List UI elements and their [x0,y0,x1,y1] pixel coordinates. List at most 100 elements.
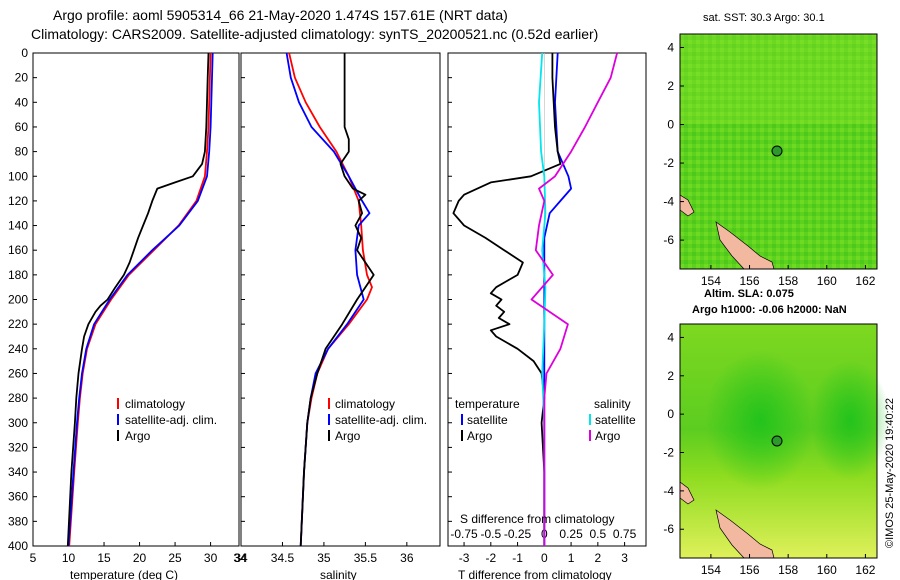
map-x-tick-label: 158 [778,563,798,577]
x-tick-label: 30 [204,551,218,565]
legend-argo-label: Argo [335,429,361,443]
y-tick-label: 300 [8,416,28,430]
difference-legend-temperature: temperature satellite Argo [455,397,520,443]
x-tick-label: 2 [594,551,601,565]
map-y-tick-label: 0 [667,118,674,132]
salinity-plot: 34 34.5 35 35.5 36 [234,52,414,565]
legend-climatology-label: climatology [125,397,185,411]
map-y-tick-label: 2 [667,79,674,93]
legend-satellite-swatch [328,414,330,425]
series-line-climatology [68,52,212,547]
figure-title-line2: Climatology: CARS2009. Satellite-adjuste… [31,26,598,42]
map-y-tick-label: -6 [663,233,674,247]
map-x-tick-label: 156 [740,274,760,288]
y-tick-label: 40 [15,95,29,109]
series-line-t-satellite [543,52,572,546]
y-tick-label: 120 [8,194,28,208]
salinity-panel-frame [240,52,441,547]
sla-low-anomaly-west [705,350,815,490]
map-y-tick-label: -4 [663,195,674,209]
map-x-tick-label: 154 [701,563,721,577]
legend-s-argo-label: Argo [595,429,621,443]
series-line-argo [299,53,375,547]
map-y-tick-label: 0 [667,407,674,421]
legend-satellite-label: satellite-adj. clim. [125,413,217,427]
y-tick-label: 280 [8,391,28,405]
sst-land-bougainville [715,221,775,270]
x-tick-label: 34 [233,551,247,565]
y-tick-label: 20 [15,71,29,85]
salinity-xlabel: salinity [320,568,357,580]
map-x-tick-label: 154 [701,274,721,288]
legend-satellite-label: satellite-adj. clim. [335,413,427,427]
y-tick-label: 180 [8,268,28,282]
y-tick-label: 260 [8,366,28,380]
y-tick-label: 400 [8,539,28,553]
legend-climatology-swatch [117,398,119,409]
legend-t-satellite-label: satellite [467,413,508,427]
difference-legend-salinity: salinity satellite Argo [589,397,636,443]
top-tick-label: -0.25 [504,527,532,541]
sla-map-title1: Altim. SLA: 0.075 [704,288,794,300]
top-tick-label: -0.5 [480,527,501,541]
y-tick-label: 380 [8,514,28,528]
map-y-tick-label: 2 [667,369,674,383]
y-tick-label: 360 [8,490,28,504]
map-x-tick-label: 160 [817,274,837,288]
x-tick-label: 5 [30,551,37,565]
series-line-satellite-adj-clim- [67,52,214,547]
map-y-tick-label: -6 [663,522,674,536]
legend-temperature-title: temperature [455,397,520,411]
map-x-tick-label: 160 [817,563,837,577]
legend-s-satellite-swatch [589,414,591,425]
sst-float-marker [771,145,783,157]
legend-argo-label: Argo [125,429,151,443]
sla-land-bougainville [715,509,775,559]
map-y-tick-label: -4 [663,484,674,498]
x-tick-label: 1 [568,551,575,565]
sst-map-frame [679,33,878,270]
y-tick-label: 80 [15,145,29,159]
legend-salinity-title: salinity [594,397,631,411]
legend-s-satellite-label: satellite [595,413,636,427]
series-line-argo [66,52,210,547]
temperature-legend: climatology satellite-adj. clim. Argo [117,397,217,443]
x-tick-label: -1 [512,551,523,565]
x-tick-label: 35.5 [354,551,378,565]
series-line-s-satellite [538,52,547,546]
legend-s-argo-swatch [589,430,591,441]
y-tick-label: 60 [15,120,29,134]
map-x-tick-label: 162 [855,563,875,577]
legend-argo-swatch [328,430,330,441]
y-tick-label: 200 [8,293,28,307]
x-tick-label: 34 [234,551,248,565]
y-tick-label: 240 [8,342,28,356]
difference-top-label: S difference from climatology [460,512,615,526]
legend-t-argo-swatch [461,430,463,441]
salinity-legend: climatology satellite-adj. clim. Argo [328,397,427,443]
temperature-plot: 0 20 40 60 80 100 120 140 160 180 200 220 240 260 280 3… [8,46,247,565]
x-tick-label: -3 [459,551,470,565]
y-tick-label: 0 [21,46,28,60]
y-tick-label: 220 [8,317,28,331]
sla-float-marker [771,435,783,447]
legend-t-satellite-swatch [461,414,463,425]
map-y-tick-label: 4 [667,40,674,54]
y-tick-label: 340 [8,465,28,479]
y-tick-label: 320 [8,440,28,454]
sla-map [679,324,890,559]
map-y-tick-label: 4 [667,330,674,344]
top-tick-label: 0.75 [613,527,637,541]
top-tick-label: 0.5 [589,527,606,541]
sla-map-frame [679,323,878,559]
x-tick-label: 15 [97,551,111,565]
map-y-tick-label: -2 [663,156,674,170]
map-x-tick-label: 162 [855,274,875,288]
top-tick-label: 0.25 [559,527,583,541]
y-tick-label: 140 [8,219,28,233]
x-tick-label: 25 [168,551,182,565]
x-tick-label: -2 [485,551,496,565]
map-y-tick-label: -2 [663,446,674,460]
x-tick-label: 35 [317,551,331,565]
imos-credit: ©IMOS 25-May-2020 19:40:22 [884,398,896,548]
